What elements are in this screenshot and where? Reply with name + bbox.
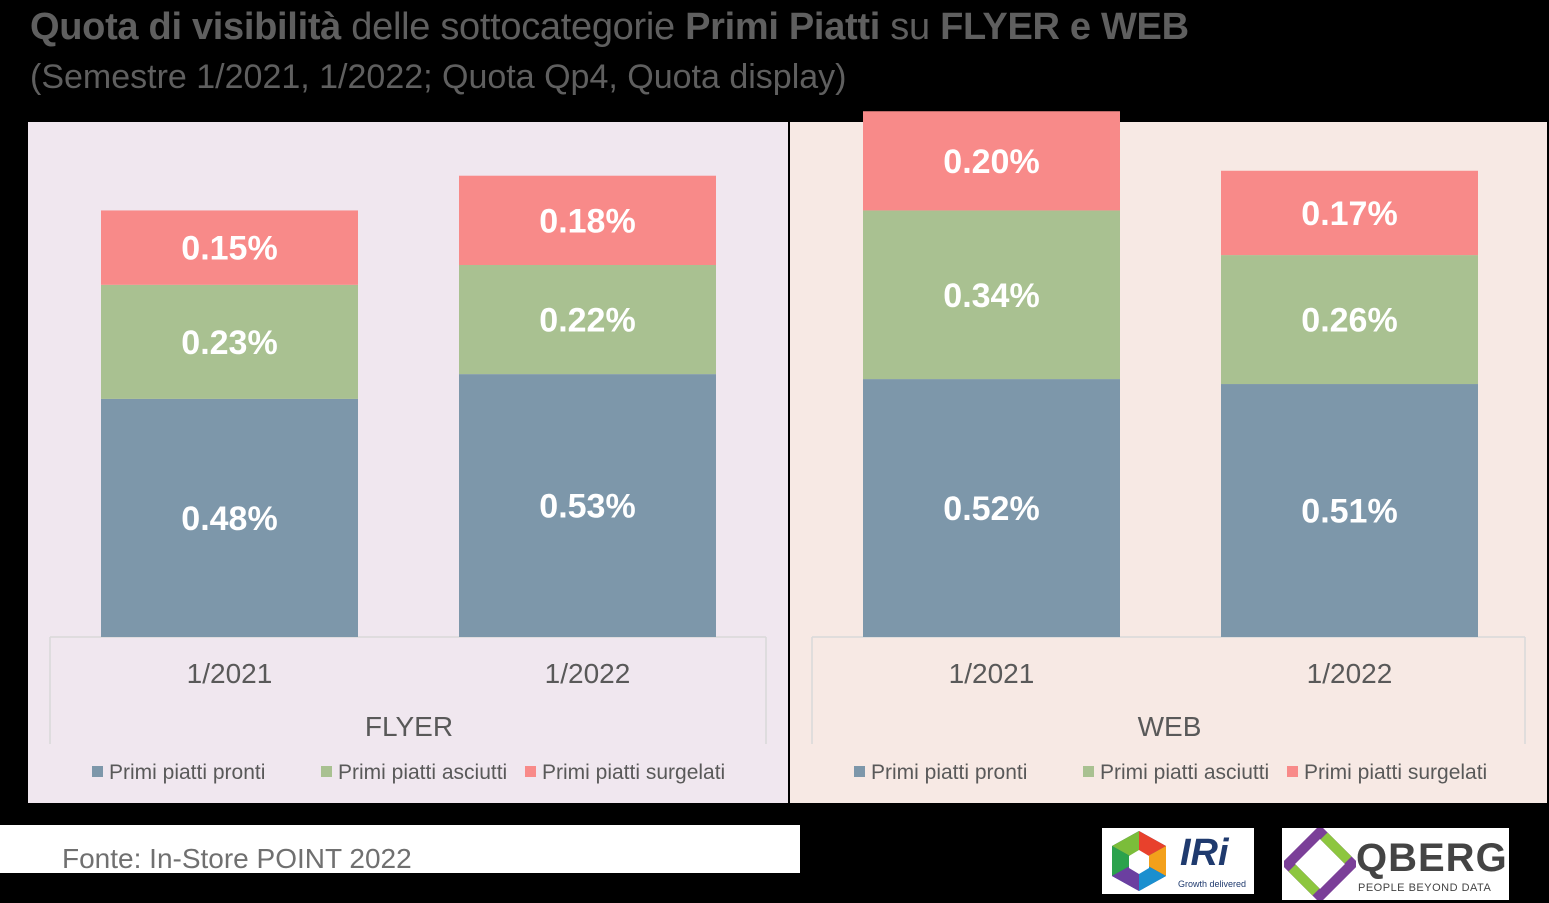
bar-web-1-2022-s1 xyxy=(1221,384,1478,637)
chart-title: Quota di visibilità delle sottocategorie… xyxy=(30,6,1189,49)
legend-label-web-s1: Primi piatti pronti xyxy=(871,761,1027,784)
bar-flyer-1-2022-s3 xyxy=(459,175,716,265)
bar-web-1-2021-s3 xyxy=(863,111,1120,211)
data-label-web-1-2022-s2: 0.26% xyxy=(1301,302,1397,340)
data-label-flyer-1-2022-s2: 0.22% xyxy=(539,302,635,340)
legend-swatch-web-s1 xyxy=(854,766,865,777)
data-label-flyer-1-2021-s1: 0.48% xyxy=(181,500,277,538)
data-label-web-1-2022-s3: 0.17% xyxy=(1301,195,1397,233)
category-label-flyer-1-2022: 1/2022 xyxy=(545,658,631,689)
title-part-1: Quota di visibilità xyxy=(30,6,342,48)
data-label-flyer-1-2022-s1: 0.53% xyxy=(539,488,635,526)
legend-swatch-flyer-s3 xyxy=(525,766,536,777)
bar-flyer-1-2021-s3 xyxy=(101,210,358,285)
data-label-flyer-1-2022-s3: 0.18% xyxy=(539,202,635,240)
data-label-flyer-1-2021-s2: 0.23% xyxy=(181,324,277,362)
legend-swatch-web-s2 xyxy=(1083,766,1094,777)
qberg-diamond-icon xyxy=(1284,828,1356,900)
qberg-logo: QBERG PEOPLE BEYOND DATA xyxy=(1282,828,1509,900)
source-note: Fonte: In-Store POINT 2022 xyxy=(62,843,412,874)
iri-hexagon-icon xyxy=(1112,831,1166,891)
title-part-4: su xyxy=(880,6,941,48)
iri-tagline: Growth delivered xyxy=(1178,879,1247,889)
bar-flyer-1-2022-s1 xyxy=(459,374,716,637)
chart-subtitle: (Semestre 1/2021, 1/2022; Quota Qp4, Quo… xyxy=(30,58,847,96)
qberg-tagline: PEOPLE BEYOND DATA xyxy=(1358,882,1492,894)
bar-web-1-2022-s2 xyxy=(1221,255,1478,385)
bar-flyer-1-2022-s2 xyxy=(459,265,716,375)
legend-label-flyer-s2: Primi piatti asciutti xyxy=(338,761,507,784)
bar-web-1-2021-s1 xyxy=(863,379,1120,637)
category-label-web-1-2021: 1/2021 xyxy=(949,658,1035,689)
qberg-wordmark: QBERG xyxy=(1356,836,1508,880)
bar-flyer-1-2021-s1 xyxy=(101,398,358,637)
legend-swatch-web-s3 xyxy=(1287,766,1298,777)
bar-web-1-2021-s2 xyxy=(863,210,1120,380)
category-label-web-1-2022: 1/2022 xyxy=(1307,658,1393,689)
data-label-web-1-2021-s1: 0.52% xyxy=(943,490,1039,528)
data-label-web-1-2022-s1: 0.51% xyxy=(1301,493,1397,531)
legend-label-flyer-s3: Primi piatti surgelati xyxy=(542,761,725,784)
iri-wordmark: IRi xyxy=(1180,832,1229,874)
data-label-web-1-2021-s2: 0.34% xyxy=(943,277,1039,315)
group-label-flyer: FLYER xyxy=(365,711,453,742)
legend-label-flyer-s1: Primi piatti pronti xyxy=(109,761,265,784)
category-label-flyer-1-2021: 1/2021 xyxy=(187,658,273,689)
source-box: Fonte: In-Store POINT 2022 xyxy=(0,825,800,874)
bar-flyer-1-2021-s2 xyxy=(101,284,358,399)
data-label-flyer-1-2021-s3: 0.15% xyxy=(181,230,277,268)
bar-web-1-2022-s3 xyxy=(1221,170,1478,256)
legend-swatch-flyer-s1 xyxy=(92,766,103,777)
title-part-5: FLYER e WEB xyxy=(940,6,1189,48)
title-part-3: Primi Piatti xyxy=(685,6,880,48)
group-label-web: WEB xyxy=(1138,711,1202,742)
iri-logo: IRi Growth delivered xyxy=(1102,828,1254,894)
title-part-2: delle sottocategorie xyxy=(341,6,686,48)
legend-swatch-flyer-s2 xyxy=(321,766,332,777)
legend-label-web-s2: Primi piatti asciutti xyxy=(1100,761,1269,784)
legend-label-web-s3: Primi piatti surgelati xyxy=(1304,761,1487,784)
data-label-web-1-2021-s3: 0.20% xyxy=(943,143,1039,181)
